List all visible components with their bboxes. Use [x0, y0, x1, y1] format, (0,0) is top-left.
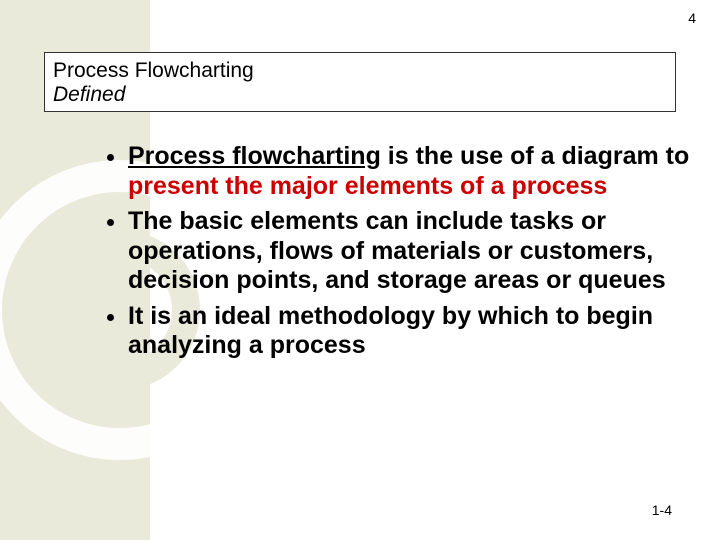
bullet-segment: The basic elements can include tasks or …	[128, 207, 666, 294]
slide: 4 Process Flowcharting Defined Process f…	[0, 0, 720, 540]
bullet-list: Process flowcharting is the use of a dia…	[100, 142, 690, 367]
bullet-item: It is an ideal methodology by which to b…	[128, 302, 690, 361]
page-number-bottom: 1-4	[652, 502, 672, 518]
bullet-segment: Process flowcharting	[128, 142, 381, 170]
title-box: Process Flowcharting Defined	[44, 52, 676, 112]
bullet-segment: It is an ideal methodology by which to b…	[128, 302, 653, 360]
bullet-item: The basic elements can include tasks or …	[128, 207, 690, 296]
bullet-segment: present the major elements of a process	[128, 172, 607, 200]
bullet-segment: is the use of a diagram to	[381, 142, 689, 170]
bullet-item: Process flowcharting is the use of a dia…	[128, 142, 690, 201]
page-number-top: 4	[688, 10, 696, 26]
title-line2: Defined	[53, 83, 667, 107]
title-line1: Process Flowcharting	[53, 59, 667, 83]
